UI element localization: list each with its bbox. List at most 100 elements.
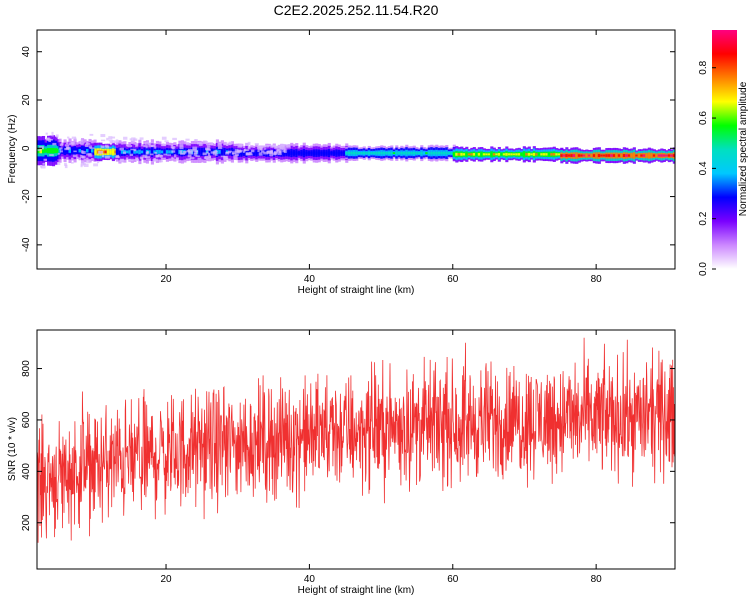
spectrogram-cell (94, 150, 98, 154)
spectrogram-speckle (52, 142, 57, 146)
spectrogram-speckle (145, 146, 148, 149)
spectrogram-cell (148, 150, 152, 154)
spectrogram-speckle (149, 153, 154, 156)
spectrogram-speckle (71, 142, 74, 146)
spectrogram-cell (252, 151, 256, 155)
spectrogram-speckle (208, 155, 211, 159)
spectrogram-cell (562, 154, 566, 157)
spectrogram-speckle (223, 156, 228, 160)
spectrogram-speckle (197, 142, 202, 145)
spectrogram-speckle (80, 154, 83, 159)
spectrogram-cell (375, 151, 379, 155)
spectrogram-speckle (101, 154, 105, 158)
spectrogram-speckle (46, 137, 49, 141)
spectrogram-cell (365, 152, 369, 155)
spectrogram-speckle (122, 151, 127, 154)
spectrogram-speckle (158, 154, 161, 157)
spectrogram-speckle (246, 149, 249, 152)
spectrogram-speckle (145, 142, 150, 145)
spectrogram-speckle (247, 146, 251, 150)
spectrogram-cell (203, 149, 207, 154)
spectrogram-cell (362, 151, 366, 155)
spectrogram-cell (455, 152, 459, 156)
spectrogram-cell (130, 149, 134, 154)
spectrogram-speckle (145, 151, 149, 155)
spectrogram-cell (320, 151, 324, 155)
spectrogram-speckle (245, 143, 250, 147)
spectrogram-cell (600, 154, 604, 157)
spectrogram-speckle (179, 143, 184, 147)
spectrogram-speckle (64, 144, 70, 147)
spectrogram-cell (475, 153, 479, 156)
spectrogram-cell (545, 153, 549, 156)
spectrogram-xlabel: Height of straight line (km) (298, 285, 415, 296)
spectrogram-speckle (89, 147, 95, 149)
spectrogram-speckle (172, 137, 177, 141)
spectrogram-speckle (79, 141, 85, 144)
spectrogram-speckle (86, 159, 91, 164)
spectrogram-speckle (133, 148, 137, 152)
spectrogram-speckle (67, 136, 70, 139)
spectrogram-cell (432, 151, 436, 155)
spectrogram-speckle (100, 134, 106, 138)
spectrogram-speckle (64, 164, 68, 169)
spectrogram-cell (382, 151, 386, 155)
spectrogram-speckle (183, 151, 187, 154)
spectrogram-speckle (210, 142, 214, 145)
spectrogram-speckle (83, 163, 89, 167)
spectrogram-speckle (80, 139, 84, 143)
spectrogram-cell (632, 154, 636, 158)
spectrogram-speckle (283, 147, 287, 150)
spectrogram-cell (300, 151, 304, 155)
spectrogram-cell (68, 148, 72, 153)
spectrogram-image (37, 131, 675, 169)
spectrogram-speckle (185, 138, 190, 141)
spectrogram-speckle (59, 143, 64, 147)
spectrogram-cell (617, 154, 621, 157)
spectrogram-speckle (172, 146, 176, 150)
spectrogram-cell (295, 151, 299, 155)
spectrogram-speckle (254, 143, 259, 146)
spectrogram-speckle (171, 156, 174, 159)
spectrogram-cell (106, 150, 110, 154)
spectrogram-cell (547, 153, 551, 156)
spectrogram-speckle (279, 146, 285, 150)
spectrogram-cell (502, 153, 506, 156)
spectrogram-cell (312, 151, 316, 155)
spectrogram-cell (667, 154, 671, 157)
spectrogram-cell (622, 154, 626, 158)
spectrogram-cell (125, 150, 129, 154)
spectrogram-cell (640, 154, 644, 157)
spectrogram-cell (540, 153, 544, 156)
spectrogram-speckle (85, 142, 91, 145)
spectrogram-cell (587, 154, 591, 157)
spectrogram-cell (357, 152, 361, 155)
spectrogram-speckle (111, 140, 115, 142)
spectrogram-cell (537, 153, 541, 156)
spectrogram-cell (507, 153, 511, 156)
spectrogram-cell (66, 149, 70, 153)
spectrogram-speckle (80, 142, 84, 146)
spectrogram-cell (287, 151, 291, 155)
spectrogram-speckle (135, 157, 139, 161)
spectrogram-speckle (115, 139, 119, 143)
spectrogram-speckle (100, 145, 105, 148)
spectrogram-speckle (234, 149, 239, 153)
spectrogram-cell (465, 152, 469, 156)
spectrogram-cell (412, 151, 416, 155)
spectrogram-speckle (84, 144, 89, 147)
spectrogram-cell (410, 151, 414, 155)
spectrogram-cell (352, 151, 356, 155)
spectrogram-cell (78, 149, 82, 153)
spectrogram-cell (457, 153, 461, 156)
spectrogram-cell (472, 153, 476, 156)
spectrogram-speckle (45, 132, 48, 135)
spectrogram-speckle (197, 157, 202, 160)
spectrogram-cell (440, 151, 444, 155)
spectrogram-speckle (193, 152, 198, 156)
spectrogram-cell (557, 153, 561, 156)
spectrogram-cell (158, 150, 162, 154)
spectrogram-cell (395, 151, 399, 155)
spectrogram-ytick-label: 40 (21, 46, 32, 58)
spectrogram-cell (660, 154, 664, 157)
